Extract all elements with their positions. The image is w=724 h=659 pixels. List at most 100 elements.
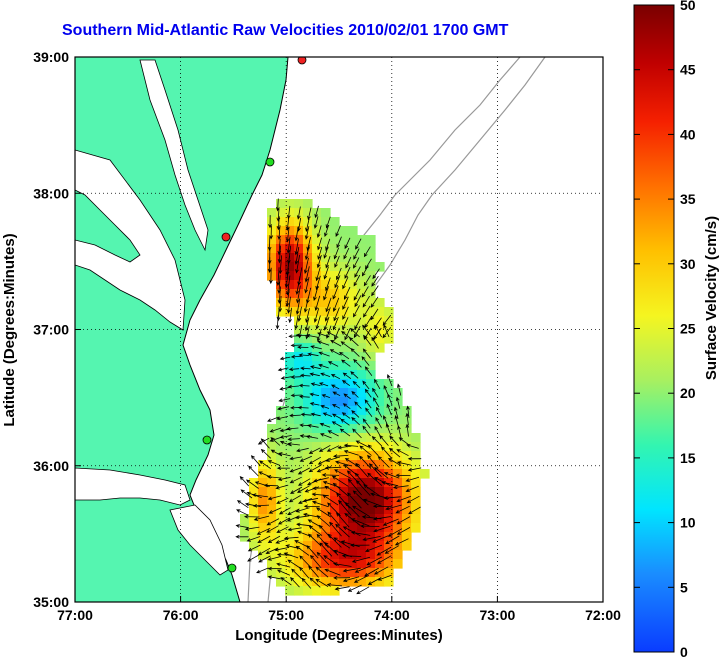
velocity-arrow <box>309 372 320 377</box>
velocity-cell <box>330 550 340 560</box>
velocity-cell <box>384 532 394 542</box>
velocity-arrow <box>316 225 322 238</box>
velocity-cell <box>321 523 331 533</box>
velocity-cell <box>384 523 394 533</box>
velocity-cell <box>366 397 376 407</box>
velocity-cell <box>375 487 385 497</box>
velocity-arrow <box>252 503 270 508</box>
velocity-cell <box>303 361 313 371</box>
velocity-cell <box>348 433 358 443</box>
velocity-arrow <box>287 384 299 389</box>
velocity-cell <box>303 289 313 299</box>
velocity-arrow <box>315 566 329 578</box>
velocity-cell <box>276 406 286 416</box>
velocity-arrow <box>351 390 359 398</box>
velocity-arrow <box>318 363 329 369</box>
velocity-arrow <box>383 496 401 500</box>
velocity-cell <box>384 478 394 488</box>
velocity-arrow <box>355 238 362 250</box>
velocity-cell <box>258 487 268 497</box>
velocity-cell <box>321 325 331 335</box>
velocity-cell <box>357 577 367 587</box>
velocity-arrow <box>290 577 300 588</box>
velocity-cell <box>348 343 358 353</box>
velocity-cell <box>303 532 313 542</box>
velocity-arrow <box>325 255 331 269</box>
velocity-cell <box>339 262 349 272</box>
velocity-cell <box>312 541 322 551</box>
velocity-cell <box>339 514 349 524</box>
velocity-cell <box>375 406 385 416</box>
velocity-cell <box>402 541 412 551</box>
velocity-cell <box>294 271 304 281</box>
velocity-cell <box>411 487 421 497</box>
velocity-cell <box>276 442 286 452</box>
velocity-arrow <box>358 455 372 469</box>
velocity-arrow <box>308 565 319 578</box>
velocity-arrow <box>290 375 302 379</box>
velocity-cell <box>303 496 313 506</box>
velocity-cell <box>357 379 367 389</box>
velocity-cell <box>348 460 358 470</box>
velocity-cell <box>357 316 367 326</box>
velocity-cell <box>321 532 331 542</box>
velocity-cell <box>303 388 313 398</box>
velocity-arrow <box>398 437 410 446</box>
velocity-arrow <box>235 534 249 539</box>
velocity-arrow <box>276 306 281 322</box>
velocity-cell <box>321 388 331 398</box>
velocity-cell <box>375 469 385 479</box>
velocity-cell <box>330 415 340 425</box>
velocity-cell <box>375 442 385 452</box>
x-tick-label: 72:00 <box>585 607 621 623</box>
velocity-arrow <box>278 255 283 275</box>
velocity-cell <box>384 397 394 407</box>
velocity-cell <box>348 442 358 452</box>
y-tick-label: 39:00 <box>33 49 69 65</box>
velocity-cell <box>339 397 349 407</box>
velocity-arrow <box>327 361 339 367</box>
velocity-cell <box>348 577 358 587</box>
velocity-arrow <box>353 326 361 339</box>
velocity-arrow <box>350 348 360 357</box>
velocity-cell <box>411 478 421 488</box>
velocity-arrow <box>363 305 371 318</box>
velocity-cell <box>285 217 295 227</box>
velocity-cell <box>312 460 322 470</box>
velocity-cell <box>240 514 250 524</box>
velocity-arrow <box>287 559 301 569</box>
velocity-cell <box>339 352 349 362</box>
velocity-arrow <box>276 526 289 533</box>
velocity-cell <box>285 208 295 218</box>
velocity-cell <box>393 451 403 461</box>
velocity-arrow <box>333 575 351 580</box>
velocity-arrow <box>304 317 310 332</box>
velocity-arrow <box>276 267 281 287</box>
velocity-cell <box>276 289 286 299</box>
velocity-cell <box>312 334 322 344</box>
velocity-arrow <box>275 315 280 330</box>
velocity-cell <box>330 361 340 371</box>
velocity-arrow <box>361 356 370 366</box>
velocity-arrow <box>258 555 271 563</box>
velocity-cell <box>375 568 385 578</box>
velocity-arrow <box>395 473 411 478</box>
velocity-cell <box>321 415 331 425</box>
velocity-cell <box>249 532 259 542</box>
delmarva-water <box>139 59 209 252</box>
velocity-cell <box>357 469 367 479</box>
velocity-cell <box>366 271 376 281</box>
velocity-cell <box>312 316 322 326</box>
velocity-cell <box>375 451 385 461</box>
velocity-cell <box>330 469 340 479</box>
pamlico-sound <box>169 504 229 576</box>
velocity-cell <box>285 460 295 470</box>
velocity-cell <box>402 523 412 533</box>
velocity-cell <box>285 532 295 542</box>
velocity-cell <box>303 451 313 461</box>
velocity-arrow <box>266 525 279 533</box>
velocity-arrow <box>347 492 362 509</box>
velocity-cell <box>375 523 385 533</box>
velocity-arrow <box>270 449 283 457</box>
velocity-cell <box>294 577 304 587</box>
